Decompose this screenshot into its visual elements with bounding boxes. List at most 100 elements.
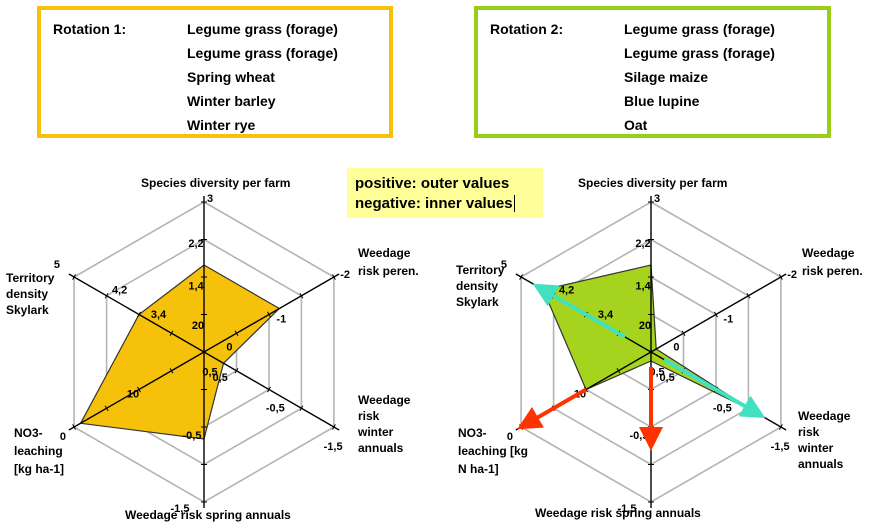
axis-tick <box>169 367 174 374</box>
tick-label: -1 <box>276 314 286 326</box>
rotation-2-crop-list: Legume grass (forage) Legume grass (fora… <box>624 21 775 141</box>
tick-label: 3,4 <box>151 309 167 321</box>
change-arrow <box>662 357 766 419</box>
axis-tick <box>714 311 718 318</box>
axis-spoke <box>68 351 205 431</box>
axis-label-skylark: Territory density Skylark <box>6 271 55 317</box>
rotation-2-crop: Blue lupine <box>624 93 700 109</box>
tick-label: 5 <box>501 259 507 271</box>
axis-label-no3-leaching: NO3-leaching [kg ha-1] <box>14 426 65 476</box>
axis-tick <box>778 274 783 280</box>
axis-tick <box>169 330 174 337</box>
tick-label: -0,5 <box>266 403 285 415</box>
rotation-1-crop: Winter barley <box>187 93 276 109</box>
axis-tick <box>299 292 304 299</box>
axis-tick <box>616 367 621 374</box>
axis-tick <box>331 274 336 280</box>
rotation-2-title: Rotation 2: <box>490 21 564 37</box>
axis-label-weedage-winter: Weedage risk winter annuals <box>358 393 411 455</box>
tick-label: -2 <box>787 269 797 281</box>
rotation-1-crop: Legume grass (forage) <box>187 21 338 37</box>
axis-tick <box>331 424 336 430</box>
tick-label: 5 <box>54 259 60 271</box>
axis-label-skylark: Territory density Skylark <box>456 263 505 309</box>
rotation-2-crop: Legume grass (forage) <box>624 21 775 37</box>
tick-label: 10 <box>127 389 139 401</box>
rotation-2-crop: Oat <box>624 117 648 133</box>
tick-label: -1 <box>723 314 733 326</box>
tick-label: 0 <box>673 342 679 354</box>
rotation-2-crop: Silage maize <box>624 69 709 85</box>
axis-label-weedage-perennial: Weedage risk peren. <box>802 246 863 278</box>
rotation-1-crop-list: Legume grass (forage) Legume grass (fora… <box>187 21 338 141</box>
axis-label-weedage-spring: Weedage risk spring annuals <box>125 508 291 522</box>
tick-label: 0,5 <box>202 367 217 379</box>
rotation-1-crop: Spring wheat <box>187 69 275 85</box>
tick-label: -0,5 <box>630 430 649 442</box>
axis-tick <box>234 367 239 374</box>
tick-label: 1,4 <box>635 281 651 293</box>
data-area <box>79 264 281 440</box>
tick-label: 2,2 <box>635 238 650 250</box>
axis-tick <box>104 405 109 412</box>
axis-tick <box>519 274 524 280</box>
axis-label-weedage-spring: Weedage risk spring annuals <box>535 506 701 520</box>
axis-tick <box>267 386 271 393</box>
rotation-2-box: Rotation 2: Legume grass (forage) Legume… <box>474 6 831 138</box>
axis-tick <box>778 424 783 430</box>
change-arrow <box>517 387 588 430</box>
axis-tick <box>234 330 239 337</box>
legend-note-negative: negative: inner values <box>355 195 515 212</box>
tick-label: 0 <box>60 431 66 443</box>
axis-spoke <box>68 273 205 353</box>
axis-tick <box>746 292 751 299</box>
axis-label-no3-leaching: NO3-leaching [kg N ha-1] <box>458 426 529 476</box>
tick-label: -2 <box>340 269 350 281</box>
axis-tick <box>137 311 141 318</box>
change-arrow <box>532 283 626 339</box>
axis-tick <box>267 311 271 318</box>
tick-label: -1,5 <box>618 503 637 515</box>
rotation-2-crop: Legume grass (forage) <box>624 45 775 61</box>
axis-spoke <box>203 273 340 353</box>
rotation-1-crop: Winter rye <box>187 117 256 133</box>
radar-chart-rotation-1: 20 1,4 2,2 3 0 -1 -2 0,5 -0,5 -1,5 0,5 -0,5 -1,5 10 0 3… <box>54 193 350 515</box>
rotation-1-title: Rotation 1: <box>53 21 127 37</box>
tick-label: -1,5 <box>771 441 790 453</box>
tick-label: 0,5 <box>659 372 674 384</box>
tick-label: 20 <box>639 320 651 332</box>
legend-note: positive: outer values negative: inner v… <box>347 168 543 218</box>
tick-label: -1,5 <box>324 441 343 453</box>
tick-label: 3 <box>207 193 213 205</box>
tick-label: 20 <box>192 320 204 332</box>
tick-label: 2,2 <box>188 238 203 250</box>
tick-label: -1,5 <box>171 503 190 515</box>
legend-note-positive: positive: outer values <box>355 175 510 192</box>
axis-label-weedage-perennial: Weedage risk peren. <box>358 246 419 278</box>
tick-label: -0,5 <box>183 430 202 442</box>
radar-chart-rotation-2: 201,42,230-1-20,5-0,5-1,50,5-0,5-1,51003… <box>501 193 797 515</box>
axis-spoke <box>203 351 340 431</box>
tick-label: 3,4 <box>598 309 614 321</box>
axis-tick <box>72 424 77 430</box>
axis-spoke <box>650 273 787 353</box>
tick-label: 0,5 <box>649 367 664 379</box>
tick-label: -0,5 <box>713 403 732 415</box>
axis-label-weedage-winter: Weedage risk winter annuals <box>798 409 851 471</box>
axis-tick <box>72 274 77 280</box>
axis-tick <box>104 292 109 299</box>
tick-label: 4,2 <box>112 284 127 296</box>
tick-label: 3 <box>654 193 660 205</box>
tick-label: 0 <box>507 431 513 443</box>
rotation-1-box: Rotation 1: Legume grass (forage) Legume… <box>37 6 393 138</box>
tick-label: 1,4 <box>188 281 204 293</box>
tick-label: 0,5 <box>212 372 227 384</box>
axis-label-species-diversity: Species diversity per farm <box>578 176 728 190</box>
rotation-1-crop: Legume grass (forage) <box>187 45 338 61</box>
tick-label: 4,2 <box>559 284 574 296</box>
axis-tick <box>137 386 141 393</box>
axis-tick <box>299 405 304 412</box>
axis-tick <box>681 330 686 337</box>
axis-label-species-diversity: Species diversity per farm <box>141 176 291 190</box>
